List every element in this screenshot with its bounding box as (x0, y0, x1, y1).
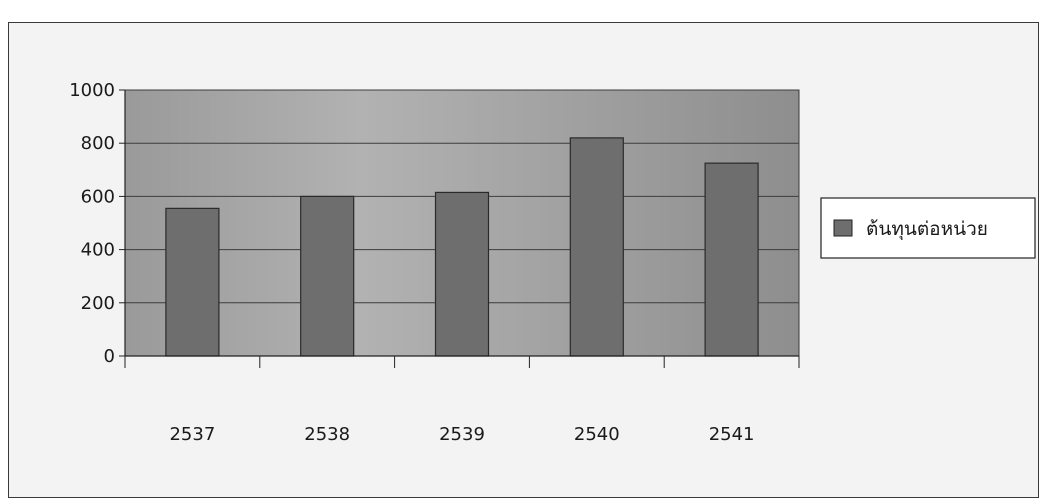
x-tick-label: 2541 (709, 424, 755, 445)
x-tick-label: 2540 (574, 424, 620, 445)
x-tick-label: 2538 (304, 424, 350, 445)
y-tick-label: 600 (81, 186, 115, 207)
legend-swatch (833, 219, 853, 237)
bar-2541 (704, 162, 759, 357)
bar-2539 (434, 191, 490, 357)
bar-2540 (569, 137, 624, 357)
bar-2537 (165, 207, 220, 357)
y-tick-label: 800 (81, 133, 115, 154)
y-tick-label: 400 (81, 240, 115, 261)
legend-label: ต้นทุนต่อหน่วย (866, 218, 988, 241)
bars (165, 137, 759, 357)
tick-labels: 0 200 400 600 800 1000 2537 2538 2539 2540 2541 (69, 80, 754, 445)
axes (119, 89, 800, 368)
y-tick-label: 0 (104, 346, 115, 367)
y-tick-label: 200 (81, 293, 115, 314)
legend-box (820, 197, 1036, 259)
x-tick-label: 2539 (439, 424, 485, 445)
bar-2538 (300, 195, 355, 357)
legend: ต้นทุนต่อหน่วย (820, 197, 1036, 259)
y-tick-label: 1000 (69, 80, 115, 101)
x-tick-label: 2537 (169, 424, 215, 445)
